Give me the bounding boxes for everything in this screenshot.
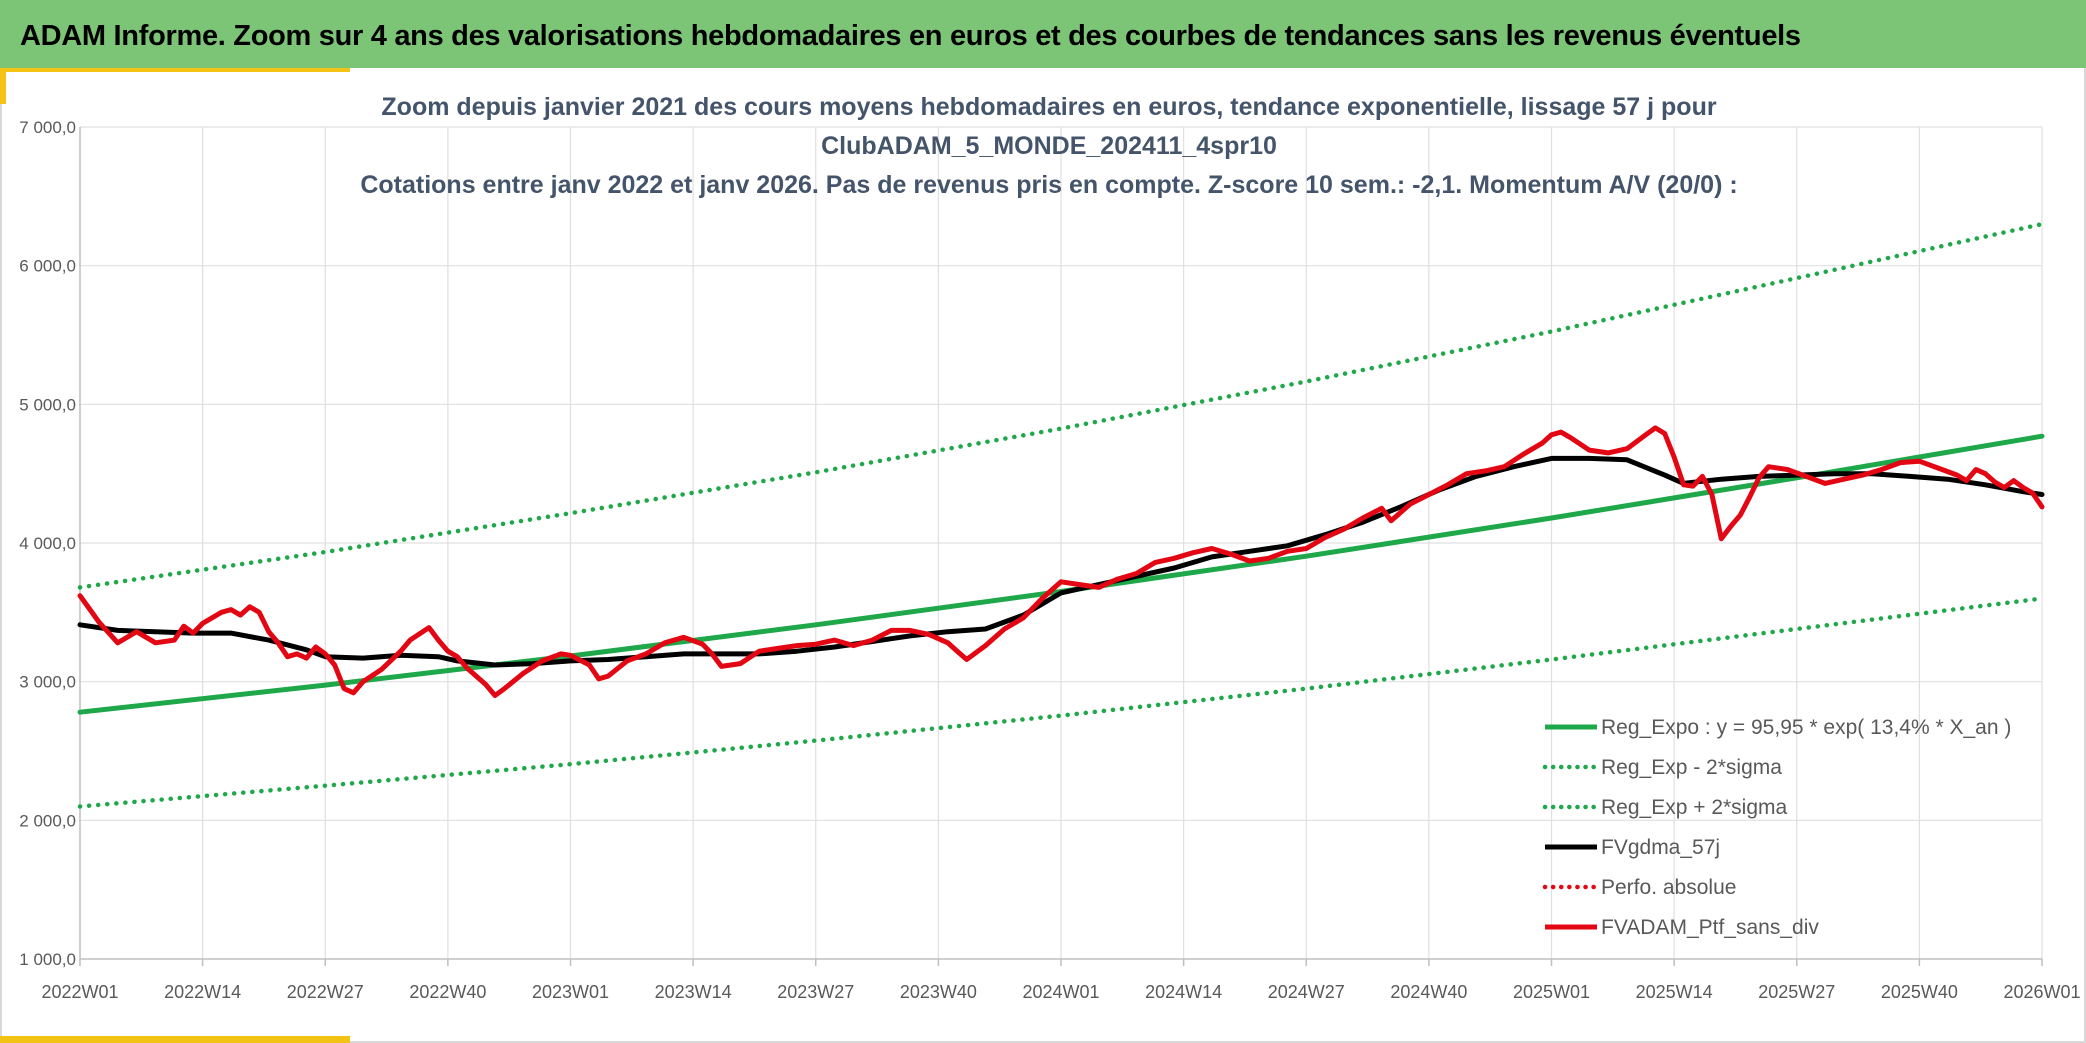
x-tick-label: 2022W40 [409, 982, 486, 1002]
x-tick-label: 2023W01 [532, 982, 609, 1002]
series-layer [77, 221, 2045, 809]
x-tick-label: 2023W40 [900, 982, 977, 1002]
chart-title-line-3: Cotations entre janv 2022 et janv 2026. … [360, 171, 1737, 199]
y-tick-labels: 1 000,0 2 000,0 3 000,0 4 000,0 5 000,0 6 000… [19, 118, 76, 969]
accent-bar-bottom [0, 1036, 350, 1043]
series-line-5 [77, 425, 2045, 698]
header-bar: ADAM Informe. Zoom sur 4 ans des valoris… [0, 0, 2086, 68]
chart-axes [79, 127, 2042, 960]
x-tick-label: 2025W14 [1636, 982, 1713, 1002]
y-tick-label: 5 000,0 [19, 395, 76, 414]
series-line-2 [77, 221, 2045, 590]
series-line-3 [77, 455, 2045, 668]
legend-label-4: Perfo. absolue [1601, 876, 1736, 899]
x-tick-label: 2023W27 [777, 982, 854, 1002]
x-tick-label: 2025W27 [1758, 982, 1835, 1002]
x-tick-labels: 2022W01 2022W14 2022W27 2022W40 2023W01 2023W… [41, 982, 2080, 1002]
y-tick-label: 2 000,0 [19, 811, 76, 830]
chart-title-line-2: ClubADAM_5_MONDE_202411_4spr10 [821, 132, 1277, 160]
chart-legend: Reg_Expo : y = 95,95 * exp( 13,4% * X_an… [1542, 716, 2011, 939]
accent-bar-left [0, 68, 6, 104]
chart-title-line-1: Zoom depuis janvier 2021 des cours moyen… [381, 93, 1716, 121]
chart-frame [0, 68, 2086, 1043]
x-tick-label: 2025W40 [1881, 982, 1958, 1002]
x-tick-label: 2024W14 [1145, 982, 1222, 1002]
legend-label-2: Reg_Exp + 2*sigma [1601, 796, 1788, 819]
y-tick-label: 7 000,0 [19, 118, 76, 137]
legend-label-1: Reg_Exp - 2*sigma [1601, 756, 1782, 779]
x-tick-label: 2024W27 [1268, 982, 1345, 1002]
y-tick-label: 3 000,0 [19, 673, 76, 692]
chart-title: Zoom depuis janvier 2021 des cours moyen… [360, 93, 1737, 199]
x-tick-label: 2025W01 [1513, 982, 1590, 1002]
series-line-1 [77, 596, 2045, 809]
y-tick-label: 6 000,0 [19, 257, 76, 276]
page-title: ADAM Informe. Zoom sur 4 ans des valoris… [20, 20, 1801, 52]
legend-label-0: Reg_Expo : y = 95,95 * exp( 13,4% * X_an… [1601, 716, 2011, 739]
accent-bar-top [0, 68, 350, 72]
x-tick-label: 2022W01 [41, 982, 118, 1002]
x-tick-label: 2023W14 [655, 982, 732, 1002]
legend-label-5: FVADAM_Ptf_sans_div [1601, 916, 1819, 939]
legend-label-3: FVgdma_57j [1601, 836, 1720, 859]
y-tick-label: 4 000,0 [19, 534, 76, 553]
x-tick-label: 2024W01 [1022, 982, 1099, 1002]
y-tick-label: 1 000,0 [19, 950, 76, 969]
x-tick-label: 2022W27 [287, 982, 364, 1002]
x-tick-label: 2024W40 [1390, 982, 1467, 1002]
x-tick-label: 2026W01 [2003, 982, 2080, 1002]
x-tick-label: 2022W14 [164, 982, 241, 1002]
chart-grid [79, 126, 2043, 966]
